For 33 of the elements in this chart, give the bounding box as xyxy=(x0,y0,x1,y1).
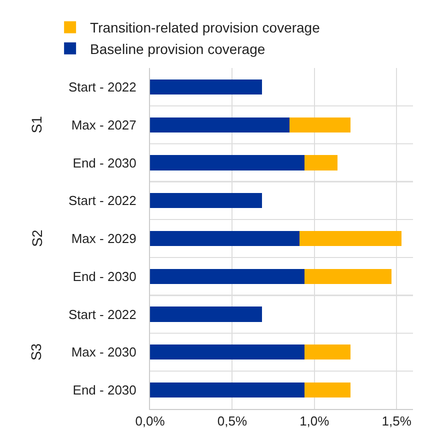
bar xyxy=(300,230,402,246)
text: S3 xyxy=(28,343,44,361)
text: S2 xyxy=(28,230,45,247)
y-tick-label: Start - 2022 xyxy=(68,193,136,208)
bar xyxy=(150,79,262,95)
bar xyxy=(150,268,305,284)
y-tick-label: Max - 2030 xyxy=(71,344,136,360)
bar xyxy=(150,117,290,132)
x-tick-label: 1,0% xyxy=(300,414,330,429)
bar xyxy=(150,344,305,360)
bar xyxy=(304,268,392,284)
bar xyxy=(290,117,351,132)
legend-label: Transition-related provision coverage xyxy=(90,20,320,36)
y-tick-label: End - 2030 xyxy=(72,382,136,398)
y-tick-label: Max - 2027 xyxy=(71,117,136,132)
bar xyxy=(150,155,305,170)
y-tick-label: Max - 2029 xyxy=(71,231,136,246)
bar xyxy=(304,155,338,170)
bar xyxy=(150,230,300,246)
text: S1 xyxy=(28,116,45,134)
bar xyxy=(304,344,351,360)
x-tick-label: 0,0% xyxy=(135,414,166,429)
y-tick-label: Start - 2022 xyxy=(68,306,136,322)
y-tick-label: End - 2030 xyxy=(72,268,136,284)
y-tick-label: Start - 2022 xyxy=(68,79,136,94)
bar xyxy=(150,193,262,208)
x-tick-label: 0,5% xyxy=(217,414,248,429)
y-tick-label: End - 2030 xyxy=(72,155,136,170)
legend-label: Baseline provision coverage xyxy=(90,40,266,57)
bar xyxy=(150,306,262,322)
bar xyxy=(150,382,305,398)
x-tick-label: 1,5% xyxy=(382,414,412,429)
bar xyxy=(304,382,351,398)
